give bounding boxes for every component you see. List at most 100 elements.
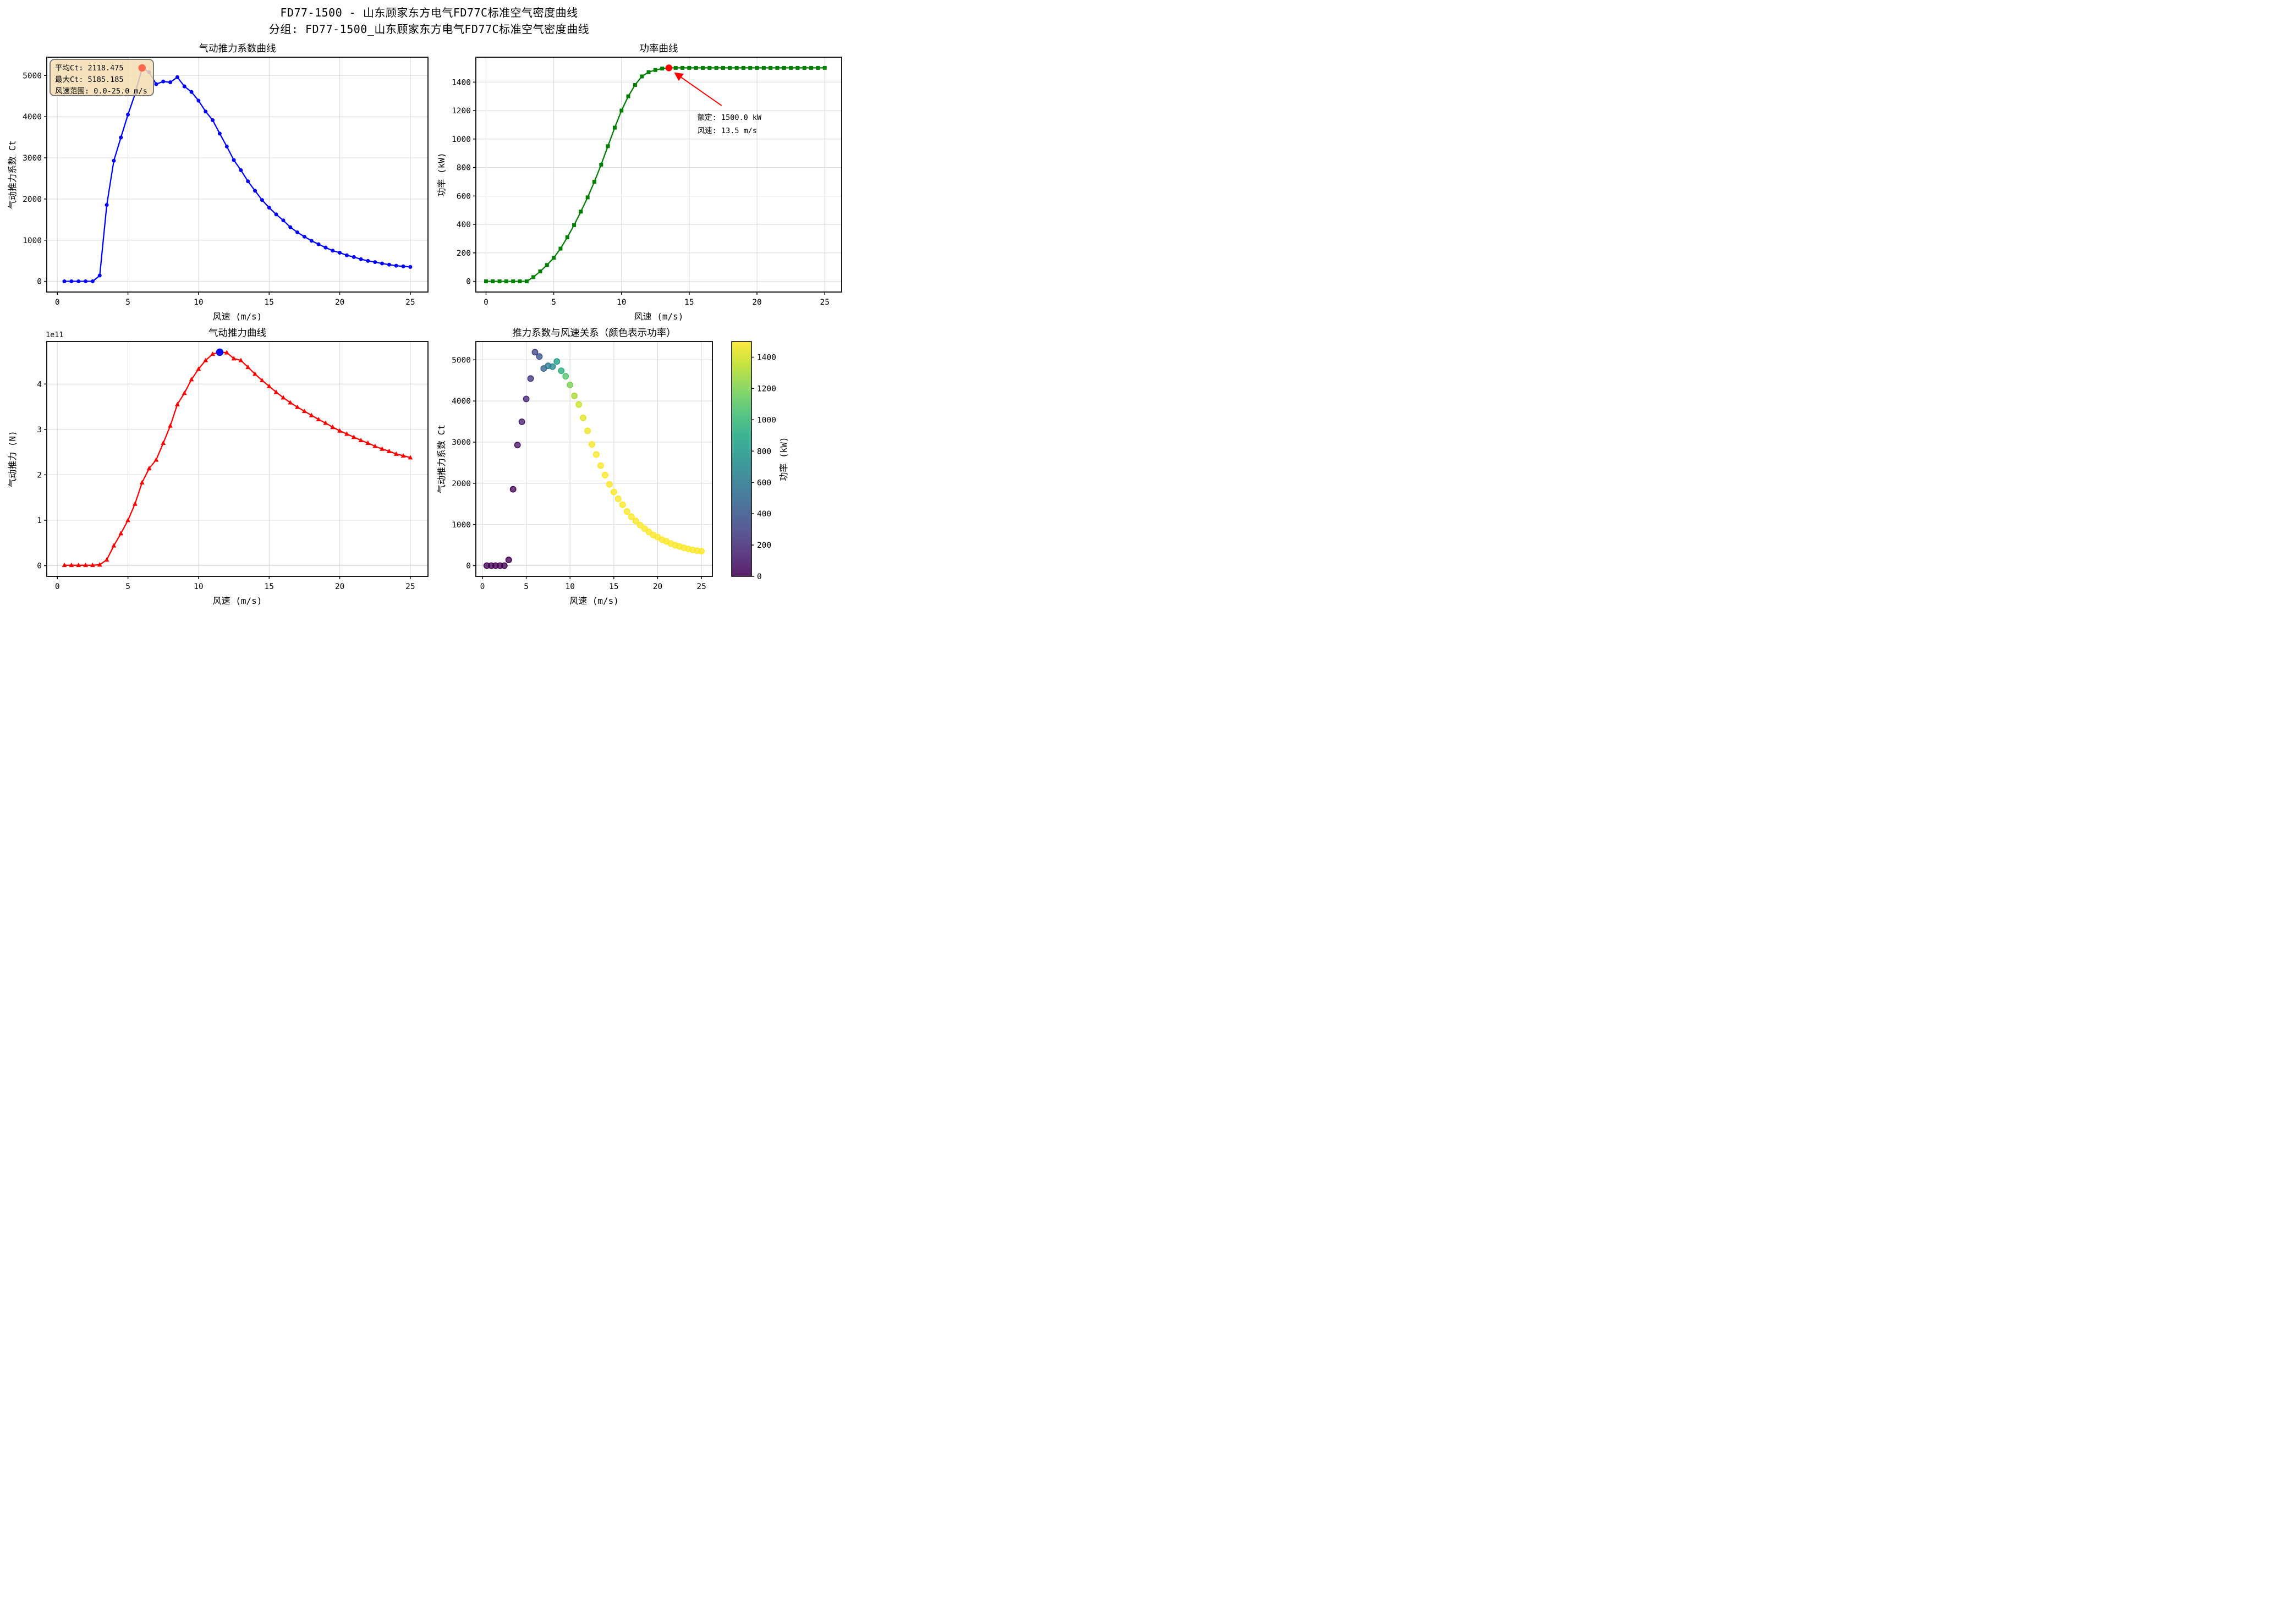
ct_curve-markers [62,65,413,284]
svg-text:0: 0 [55,582,60,591]
subplot-title: 气动推力曲线 [208,328,266,339]
subplot-ct-curve: 平均Ct: 2118.475 最大Ct: 5185.185 风速范围: 0.0-25… [7,43,429,322]
thrust_curve-max-point [216,348,224,356]
power_curve-markers [484,65,827,284]
svg-text:10: 10 [565,582,574,591]
svg-text:0: 0 [466,278,471,287]
svg-text:2: 2 [37,471,42,480]
subplot-ct-wind-scatter: 0 200 400 600 800 1000 1200 1400 功率 (kW) 0 5 10 15 20… [436,328,789,606]
y-axis-label: 气动推力 (N) [7,431,18,487]
tick-labels: 0 5 10 15 20 25 0 1 2 3 4 [37,380,415,591]
tick-labels: 0 5 10 15 20 25 0 1000 2000 3000 4000 5000 [452,356,706,591]
svg-text:1000: 1000 [452,521,471,530]
svg-text:1400: 1400 [452,78,471,87]
svg-text:15: 15 [609,582,618,591]
svg-text:25: 25 [820,298,829,307]
y-axis-label: 气动推力系数 Ct [436,425,447,493]
svg-text:3000: 3000 [452,438,471,447]
gridlines [476,342,712,576]
svg-text:1200: 1200 [757,384,776,393]
svg-text:15: 15 [265,582,274,591]
svg-text:5: 5 [125,582,130,591]
gridlines [476,57,842,292]
svg-text:5: 5 [551,298,556,307]
svg-text:风速范围: 0.0-25.0 m/s: 风速范围: 0.0-25.0 m/s [55,87,147,96]
svg-text:800: 800 [757,447,771,456]
svg-text:1000: 1000 [757,416,776,425]
svg-text:0: 0 [55,298,60,307]
svg-text:20: 20 [335,582,344,591]
gridlines [47,342,428,576]
svg-text:3000: 3000 [23,154,42,163]
svg-text:3: 3 [37,426,42,434]
thrust_curve-line [64,351,411,566]
svg-text:15: 15 [684,298,694,307]
thrust_curve-markers [62,349,413,568]
svg-text:200: 200 [457,249,471,258]
svg-text:400: 400 [757,510,771,519]
svg-text:最大Ct: 5185.185: 最大Ct: 5185.185 [55,75,124,84]
x-axis-label: 风速 (m/s) [634,311,684,322]
subplot-title: 推力系数与风速关系（颜色表示功率） [512,328,676,339]
svg-text:25: 25 [405,298,415,307]
power-colorbar: 0 200 400 600 800 1000 1200 1400 功率 (kW) [731,341,789,581]
svg-text:25: 25 [405,582,415,591]
axes-frame [475,57,842,293]
svg-text:2000: 2000 [23,195,42,204]
svg-text:1: 1 [37,516,42,525]
colorbar-label: 功率 (kW) [778,437,789,481]
svg-text:1000: 1000 [23,236,42,245]
y-axis-label: 功率 (kW) [436,152,447,196]
x-axis-label: 风速 (m/s) [213,311,262,322]
svg-text:5000: 5000 [23,71,42,80]
ct_curve-max-point [138,64,146,72]
svg-text:1000: 1000 [452,135,471,144]
figure-title-line1: FD77-1500 - 山东顾家东方电气FD77C标准空气密度曲线 [280,6,578,19]
y-axis-label: 气动推力系数 Ct [7,140,18,209]
svg-text:20: 20 [653,582,662,591]
svg-text:10: 10 [617,298,626,307]
svg-text:额定: 1500.0 kW: 额定: 1500.0 kW [698,113,762,122]
x-axis-label: 风速 (m/s) [213,596,262,606]
axes-frame [46,341,429,577]
subplot-title: 气动推力系数曲线 [199,43,276,54]
svg-text:0: 0 [37,562,42,571]
figure-title: FD77-1500 - 山东顾家东方电气FD77C标准空气密度曲线 分组: FD… [0,4,858,37]
svg-text:风速: 13.5 m/s: 风速: 13.5 m/s [698,126,757,135]
svg-text:800: 800 [457,164,471,173]
svg-text:0: 0 [480,582,485,591]
rated-power-point [665,64,673,71]
svg-text:4: 4 [37,380,42,389]
svg-text:10: 10 [194,298,203,307]
subplot-title: 功率曲线 [640,43,678,54]
svg-text:15: 15 [265,298,274,307]
svg-text:20: 20 [752,298,761,307]
figure-title-line2: 分组: FD77-1500_山东顾家东方电气FD77C标准空气密度曲线 [268,23,590,36]
x-axis-label: 风速 (m/s) [569,596,619,606]
svg-text:0: 0 [484,298,488,307]
svg-text:1400: 1400 [757,354,776,362]
subplot-grid: 平均Ct: 2118.475 最大Ct: 5185.185 风速范围: 0.0-25… [0,42,858,610]
subplot-thrust-curve: 1e11 0 5 10 15 20 25 0 1 2 3 4 风速 (m/s) 气动推力 (N) 气动推力曲… [7,328,429,606]
svg-text:0: 0 [466,562,471,571]
axes-frame [46,57,429,293]
svg-text:25: 25 [696,582,706,591]
svg-text:1200: 1200 [452,107,471,115]
ct_wind_scatter-points [483,349,705,569]
svg-text:600: 600 [757,478,771,487]
svg-text:2000: 2000 [452,480,471,488]
svg-text:4000: 4000 [452,397,471,406]
svg-text:400: 400 [457,221,471,229]
svg-text:20: 20 [335,298,344,307]
tick-labels: 0 5 10 15 20 25 0 1000 2000 3000 4000 5000 [23,71,415,307]
ct-info-box: 平均Ct: 2118.475 最大Ct: 5185.185 风速范围: 0.0-25… [50,59,154,96]
figure: FD77-1500 - 山东顾家东方电气FD77C标准空气密度曲线 分组: FD… [0,0,858,612]
svg-text:5000: 5000 [452,356,471,365]
svg-text:5: 5 [524,582,529,591]
rated-annotation: 额定: 1500.0 kW 风速: 13.5 m/s [674,72,762,135]
svg-text:平均Ct: 2118.475: 平均Ct: 2118.475 [55,64,124,73]
svg-text:4000: 4000 [23,113,42,122]
svg-text:200: 200 [757,541,771,550]
svg-text:5: 5 [125,298,130,307]
ct_curve-line [64,67,410,282]
